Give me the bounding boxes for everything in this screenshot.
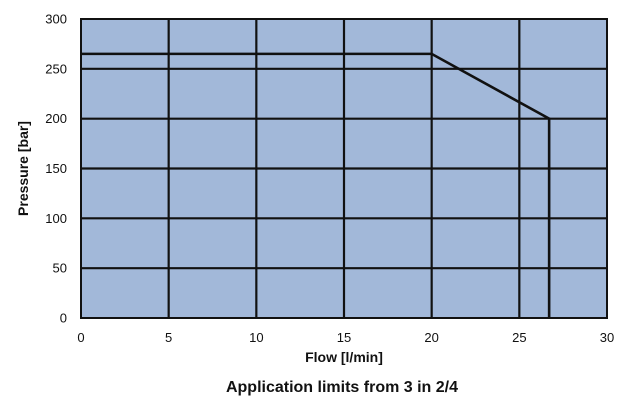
chart-title: Application limits from 3 in 2/4 <box>226 379 458 396</box>
y-tick-labels: 0 50 100 150 200 250 300 <box>45 12 67 326</box>
y-tick-label: 250 <box>45 61 67 76</box>
y-tick-label: 300 <box>45 12 67 27</box>
x-tick-labels: 0 5 10 15 20 25 30 <box>77 330 614 345</box>
y-tick-label: 0 <box>60 311 67 326</box>
grid <box>81 19 607 318</box>
x-axis-label: Flow [l/min] <box>305 349 383 365</box>
x-tick-label: 30 <box>600 330 614 345</box>
y-tick-label: 200 <box>45 111 67 126</box>
series-layer <box>81 52 551 318</box>
x-tick-label: 0 <box>77 330 84 345</box>
x-tick-label: 5 <box>165 330 172 345</box>
plot-frame <box>80 18 608 319</box>
series-line-0 <box>81 52 551 318</box>
x-tick-label: 15 <box>337 330 351 345</box>
y-tick-label: 150 <box>45 161 67 176</box>
x-tick-label: 20 <box>424 330 438 345</box>
x-tick-label: 25 <box>512 330 526 345</box>
y-axis-label: Pressure [bar] <box>15 121 31 216</box>
y-tick-label: 50 <box>53 261 67 276</box>
x-tick-label: 10 <box>249 330 263 345</box>
y-tick-label: 100 <box>45 211 67 226</box>
